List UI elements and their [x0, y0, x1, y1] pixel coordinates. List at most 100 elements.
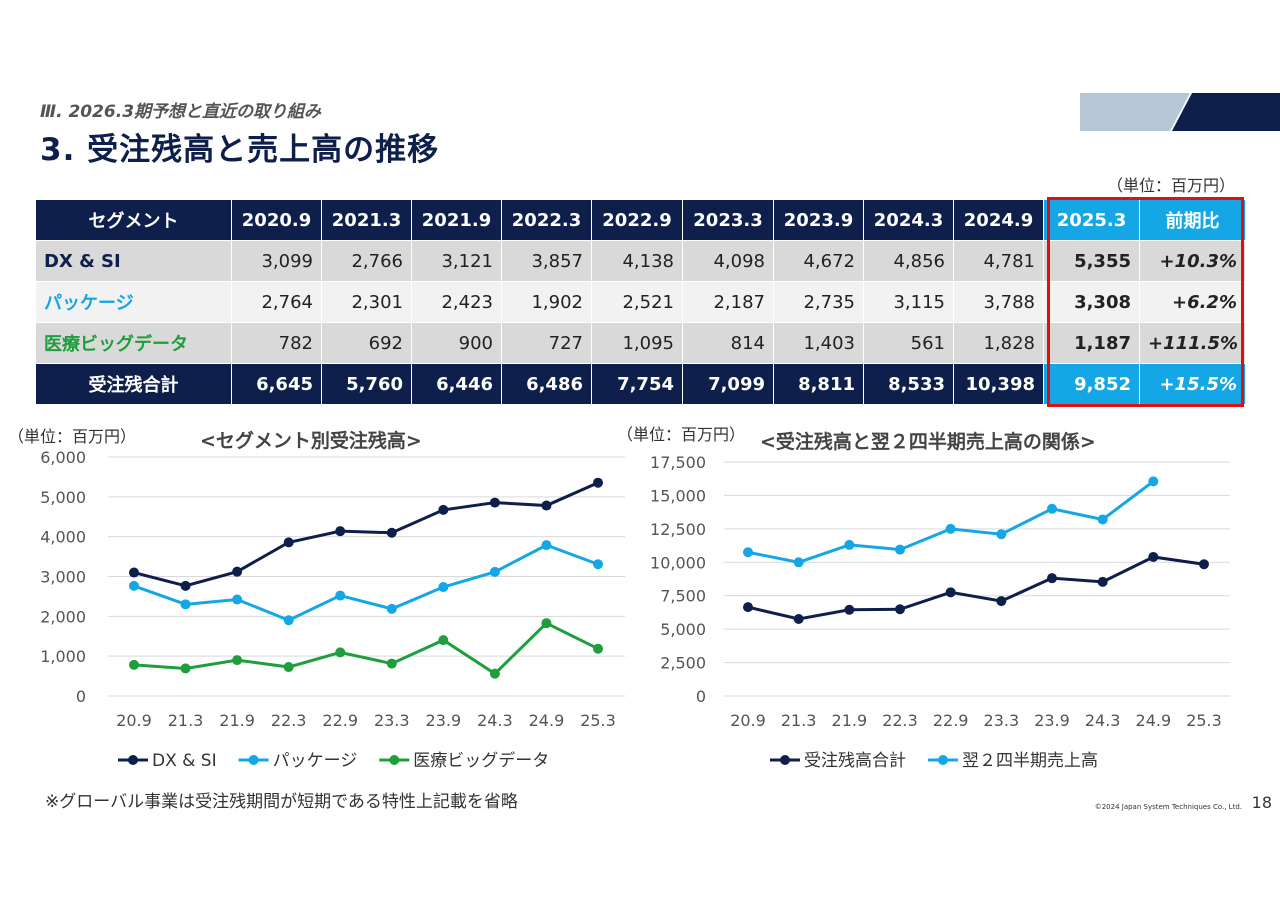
data-point [996, 529, 1007, 540]
data-point [386, 603, 397, 614]
legend-marker [128, 755, 138, 765]
data-point [743, 547, 753, 558]
data-point [593, 643, 603, 654]
y-tick-label: 4,000 [40, 528, 86, 547]
corner-decoration [1080, 93, 1280, 131]
x-tick-label: 24.9 [529, 711, 565, 730]
data-point [1097, 514, 1108, 525]
y-tick-label: 5,000 [40, 488, 86, 507]
table-cell: 3,857 [501, 240, 592, 282]
x-tick-label: 21.9 [219, 711, 255, 730]
data-point [793, 557, 804, 568]
y-tick-label: 2,000 [40, 607, 86, 626]
table-cell: 1,828 [953, 322, 1044, 364]
copyright: ©2024 Japan System Techniques Co., Ltd. [1094, 803, 1242, 811]
data-point [232, 566, 243, 577]
x-tick-label: 23.9 [1034, 711, 1070, 730]
data-point [793, 613, 804, 624]
legend-marker [780, 755, 790, 765]
series-line [133, 481, 599, 588]
legend-label: パッケージ [273, 751, 358, 771]
x-tick-label: 24.3 [1085, 711, 1121, 730]
table-cell: 8,811 [773, 363, 864, 405]
table-cell: 4,781 [953, 240, 1044, 282]
table-cell: 7,754 [591, 363, 683, 405]
y-tick-label: 10,000 [650, 553, 706, 572]
data-point [129, 567, 139, 578]
data-point [489, 566, 500, 577]
chart1-unit: （単位：百万円） [8, 427, 137, 446]
table-cell: 900 [411, 322, 502, 364]
row-label: 受注残合計 [35, 363, 232, 405]
header-cell: 2022.9 [591, 199, 683, 241]
x-tick-label: 21.3 [781, 711, 817, 730]
x-tick-label: 24.3 [477, 711, 513, 730]
table-cell: 9,852 [1043, 363, 1140, 405]
data-point [335, 647, 346, 658]
data-point [438, 582, 449, 593]
table-cell: 3,308 [1043, 281, 1140, 323]
table-cell: 4,672 [773, 240, 864, 282]
x-tick-label: 22.3 [271, 711, 307, 730]
y-tick-label: 17,500 [650, 453, 706, 472]
table-cell: 4,138 [591, 240, 683, 282]
table-cell: 782 [231, 322, 322, 364]
legend-label: 受注残高合計 [804, 751, 906, 771]
table-cell: 814 [682, 322, 774, 364]
y-tick-label: 6,000 [40, 448, 86, 467]
y-tick-label: 3,000 [40, 568, 86, 587]
data-point [945, 523, 956, 534]
series-line [133, 621, 599, 676]
x-tick-label: 20.9 [730, 711, 766, 730]
backlog-sales-chart: 17,500 15,000 12,500 10,000 7,500 5,000 2,500 0… [650, 453, 1230, 771]
table-cell: 3,121 [411, 240, 502, 282]
x-tick-label: 23.3 [374, 711, 410, 730]
x-tick-label: 21.3 [168, 711, 204, 730]
table-unit: （単位：百万円） [1106, 176, 1235, 195]
header-cell: 2023.9 [773, 199, 864, 241]
legend-label: 医療ビッグデータ [413, 750, 549, 771]
table-cell: 692 [321, 322, 412, 364]
data-point [232, 655, 243, 666]
table-cell: 2,764 [231, 281, 322, 323]
data-point [386, 527, 397, 538]
table-cell: 2,187 [682, 281, 774, 323]
table-cell: 1,095 [591, 322, 683, 364]
data-point [593, 477, 603, 488]
table-cell: 8,533 [863, 363, 954, 405]
table-cell: 1,403 [773, 322, 864, 364]
data-point [1199, 559, 1209, 570]
data-point [129, 580, 139, 591]
header-cell: 2023.3 [682, 199, 774, 241]
series-line [747, 480, 1155, 564]
table-cell: 5,760 [321, 363, 412, 405]
table-cell: 6,446 [411, 363, 502, 405]
header-cell: 2020.9 [231, 199, 322, 241]
legend-label: DX & SI [152, 751, 217, 771]
data-point [1047, 503, 1057, 514]
data-point [743, 602, 753, 613]
data-point [489, 668, 500, 679]
table-cell: 2,423 [411, 281, 502, 323]
y-tick-label: 12,500 [650, 520, 706, 539]
table-cell: 6,645 [231, 363, 322, 405]
x-tick-label: 24.9 [1136, 711, 1172, 730]
chart1-title: <セグメント別受注残高> [200, 430, 422, 452]
x-tick-label: 23.9 [426, 711, 462, 730]
row-label: DX & SI [35, 240, 232, 282]
table-cell: 4,098 [682, 240, 774, 282]
data-point [895, 544, 905, 555]
table-row: DX & SI 3,099 2,766 3,121 3,857 4,138 4,… [35, 240, 1246, 282]
legend-marker [938, 755, 948, 765]
data-point [844, 539, 855, 550]
y-tick-label: 0 [696, 687, 706, 706]
data-point [1047, 573, 1057, 584]
header-cell: セグメント [35, 199, 232, 241]
data-point [895, 604, 905, 615]
header-cell: 前期比 [1139, 199, 1246, 241]
data-point [996, 596, 1007, 607]
header-cell: 2021.3 [321, 199, 412, 241]
table-cell: 4,856 [863, 240, 954, 282]
data-point [489, 497, 500, 508]
y-tick-label: 7,500 [660, 587, 706, 606]
